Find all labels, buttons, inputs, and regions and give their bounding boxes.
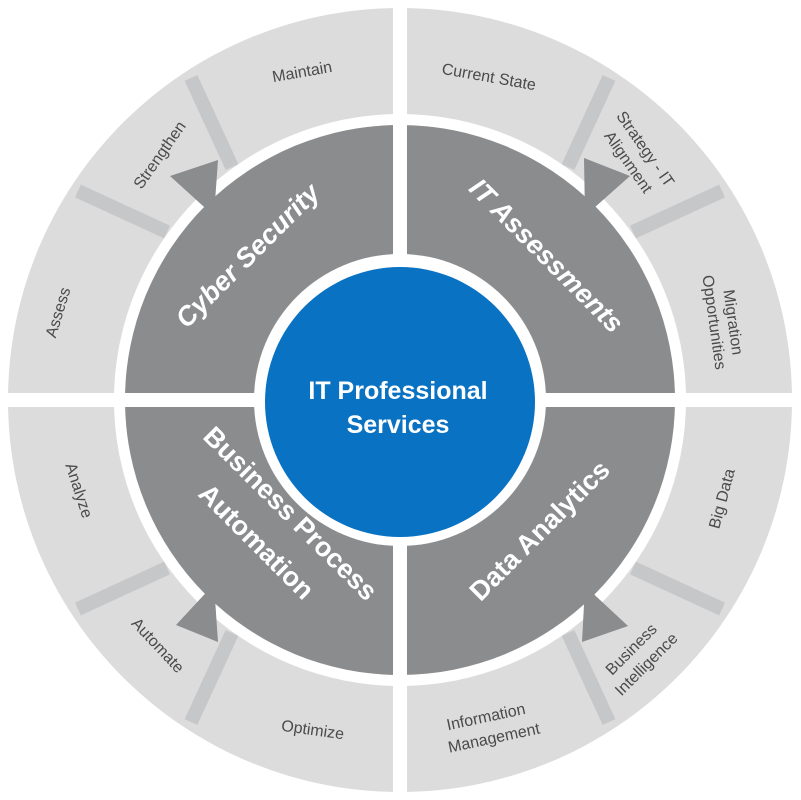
arrow-tip-bpa <box>176 584 218 642</box>
center-title-line1: IT Professional <box>308 377 487 405</box>
outer-divider <box>630 561 725 616</box>
outer-divider <box>630 184 725 239</box>
outer-divider <box>184 630 239 725</box>
center-title-line2: Services <box>347 411 450 439</box>
center-circle <box>265 267 535 537</box>
outer-divider <box>561 630 616 725</box>
outer-divider <box>184 75 239 170</box>
outer-divider <box>561 75 616 170</box>
outer-ring-dividers <box>75 75 725 725</box>
outer-divider <box>75 184 170 239</box>
arrow-tip-cyber <box>170 160 218 216</box>
arrow-tip-it <box>584 158 630 216</box>
outer-divider <box>75 561 170 616</box>
arrow-tip-data <box>582 586 628 642</box>
